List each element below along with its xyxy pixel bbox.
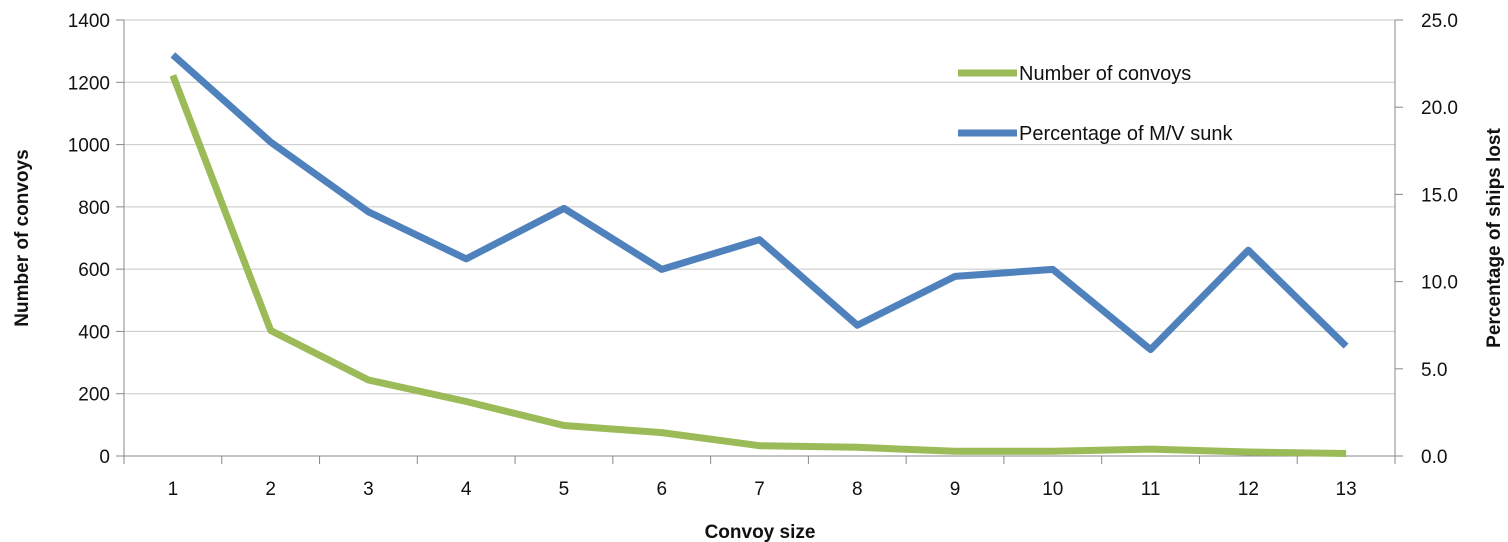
left-axis-ticks: 0 200 400 600 800 1000 1200 1400 bbox=[68, 11, 124, 468]
x-tick-label: 11 bbox=[1141, 479, 1161, 500]
legend: Number of convoys Percentage of M/V sunk bbox=[958, 63, 1233, 145]
gridlines bbox=[124, 19, 1395, 395]
right-tick-label: 15.0 bbox=[1421, 185, 1458, 206]
x-axis-ticks: 1 2 3 4 5 6 7 8 9 10 11 12 13 bbox=[123, 456, 1396, 500]
left-tick-label: 1200 bbox=[68, 73, 110, 94]
x-tick-label: 4 bbox=[461, 479, 472, 500]
legend-label-percentage-sunk: Percentage of M/V sunk bbox=[1019, 123, 1233, 145]
left-tick-label: 200 bbox=[78, 385, 110, 406]
x-tick-label: 1 bbox=[168, 479, 179, 500]
right-axis-ticks: 0.0 5.0 10.0 15.0 20.0 25.0 bbox=[1395, 11, 1458, 468]
right-tick-label: 0.0 bbox=[1421, 447, 1447, 468]
x-tick-label: 12 bbox=[1238, 479, 1259, 500]
right-tick-label: 20.0 bbox=[1421, 98, 1458, 119]
right-tick-label: 10.0 bbox=[1421, 273, 1458, 294]
left-tick-label: 400 bbox=[78, 322, 110, 343]
x-tick-label: 6 bbox=[656, 479, 667, 500]
right-tick-label: 25.0 bbox=[1421, 11, 1458, 32]
x-tick-label: 5 bbox=[559, 479, 570, 500]
x-axis-title: Convoy size bbox=[705, 522, 816, 542]
x-tick-label: 13 bbox=[1336, 479, 1357, 500]
x-tick-label: 8 bbox=[852, 479, 863, 500]
right-axis-title: Percentage of ships lost bbox=[1484, 128, 1505, 348]
left-tick-label: 1400 bbox=[68, 11, 110, 32]
x-tick-label: 9 bbox=[950, 479, 961, 500]
left-axis-title: Number of convoys bbox=[12, 149, 33, 326]
left-tick-label: 600 bbox=[78, 260, 110, 281]
left-tick-label: 800 bbox=[78, 198, 110, 219]
x-tick-label: 2 bbox=[265, 479, 276, 500]
left-tick-label: 0 bbox=[99, 447, 110, 468]
x-tick-label: 10 bbox=[1042, 479, 1063, 500]
x-tick-label: 3 bbox=[363, 479, 374, 500]
axes bbox=[123, 20, 1396, 457]
legend-label-number-of-convoys: Number of convoys bbox=[1019, 63, 1191, 85]
left-tick-label: 1000 bbox=[68, 136, 110, 157]
series-line-percentage-sunk bbox=[170, 52, 1349, 354]
series-lines bbox=[169, 52, 1349, 457]
right-tick-label: 5.0 bbox=[1421, 360, 1447, 381]
x-tick-label: 7 bbox=[754, 479, 765, 500]
series-line-number-of-convoys bbox=[169, 74, 1347, 457]
